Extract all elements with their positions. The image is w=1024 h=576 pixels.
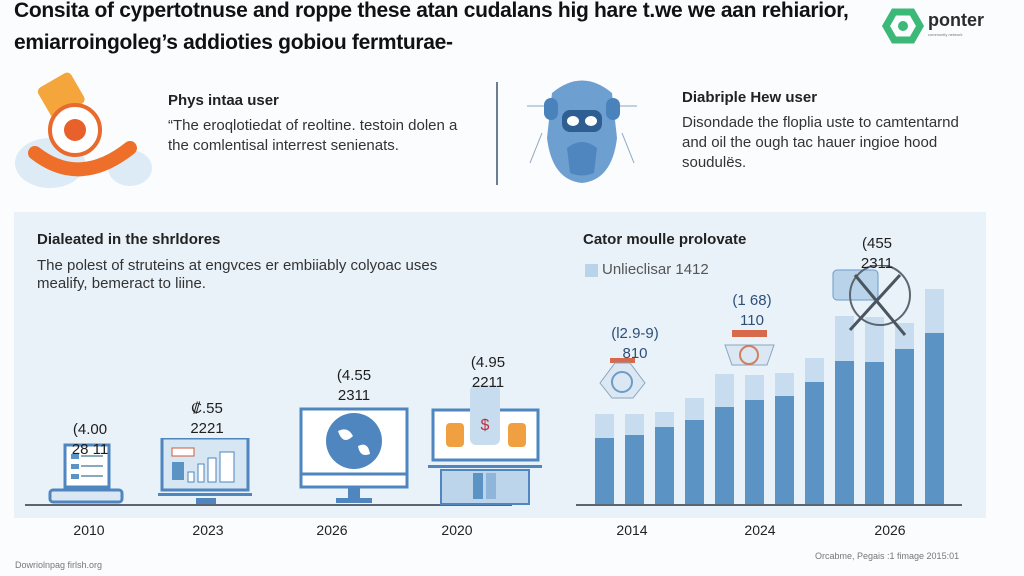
- feature-1-title: Phys intaa user: [168, 92, 279, 109]
- item-3-value: (4.55 2311: [309, 366, 399, 406]
- value: ₡.55: [191, 400, 223, 417]
- annotation-2: (1 68) 110: [707, 291, 797, 331]
- year-label: 2023: [192, 522, 224, 538]
- logo-name: ponter: [928, 10, 984, 30]
- globe-monitor-icon: [299, 407, 409, 503]
- value: (l2.9-9): [611, 325, 659, 342]
- server-monitor-icon: $: [428, 385, 542, 505]
- left-baseline: [25, 504, 512, 506]
- value: (455: [861, 235, 893, 252]
- bar-dark: [775, 396, 794, 505]
- svg-text:$: $: [481, 417, 490, 434]
- blue-monster-icon: [527, 80, 637, 183]
- logo-icon: [881, 8, 925, 44]
- year-label: 2020: [441, 522, 473, 538]
- title-line-1: Consita of cypertotnuse and roppe these …: [14, 0, 849, 22]
- sub: 810: [622, 345, 648, 362]
- text-line: The polest of struteins at engvces er em…: [37, 257, 438, 274]
- title-line-2: emiarroingoleg’s addioties gobiou fermtu…: [14, 31, 453, 54]
- year-label: 2026: [874, 522, 906, 538]
- drone-icon: [832, 265, 911, 336]
- feature-1-text: “The eroqlotiedat of reoltine. testoin d…: [168, 116, 457, 156]
- annotation-3: (455 2311: [832, 234, 922, 274]
- year-label: 2026: [316, 522, 348, 538]
- text-line: Disondade the floplia uste to camtentarn…: [682, 114, 959, 131]
- item-1-value: (4.00 28 11: [45, 420, 135, 460]
- footer-credit: Orcabme, Pegais :1 fimage 2015:01: [815, 551, 960, 561]
- orange-device-icon: [15, 72, 152, 188]
- footer-source: Dowriolnpag firlsh.org: [15, 560, 103, 570]
- sub: 28 11: [71, 441, 109, 458]
- laptop-icon: [48, 443, 124, 504]
- satellite-icon: [599, 358, 646, 399]
- bar-dark: [835, 361, 854, 505]
- page-title: Consita of cypertotnuse and roppe these …: [14, 0, 849, 54]
- sub: 2311: [337, 387, 371, 404]
- bar-dark: [715, 407, 734, 505]
- sub: 2311: [860, 255, 894, 272]
- text-line: mealify, bemeract to liine.: [37, 275, 206, 292]
- bar-chart: [576, 289, 962, 506]
- right-panel-title: Cator moulle prolovate: [583, 231, 747, 248]
- logo-tagline: community network: [928, 32, 963, 37]
- legend-swatch: [585, 264, 598, 277]
- dashboard-laptop-icon: [158, 438, 252, 504]
- value: (4.55: [336, 367, 372, 384]
- item-2-value: ₡.55 2221: [162, 399, 252, 439]
- bar-dark: [895, 349, 914, 505]
- bar-dark: [595, 438, 614, 505]
- value: (4.95: [470, 354, 506, 371]
- feature-2-title: Diabriple Hew user: [682, 89, 818, 106]
- bar-dark: [865, 362, 884, 505]
- bar-dark: [925, 333, 944, 505]
- text-line: “The eroqlotiedat of reoltine. testoin d…: [168, 117, 458, 134]
- divider: [496, 82, 498, 185]
- bar-dark: [685, 420, 704, 505]
- left-panel-title: Dialeated in the shrldores: [37, 231, 221, 248]
- value: (4.00: [72, 421, 108, 438]
- bar-dark: [655, 427, 674, 505]
- text-line: and oil the ough tac hauer ingioe hood: [682, 134, 938, 151]
- sub: 2221: [190, 420, 224, 437]
- year-label: 2014: [616, 522, 648, 538]
- item-4-value: (4.95 2211: [443, 353, 533, 393]
- satellite-icon: [724, 330, 775, 366]
- sub: 2211: [471, 374, 505, 391]
- bar-dark: [625, 435, 644, 505]
- left-panel-text: The polest of struteins at engvces er em…: [37, 257, 437, 293]
- bar-dark: [745, 400, 764, 505]
- value: (1 68): [732, 292, 772, 309]
- annotation-1: (l2.9-9) 810: [590, 324, 680, 364]
- text-line: soudulës.: [682, 154, 747, 171]
- year-label: 2010: [73, 522, 105, 538]
- legend-label: Unlieclisar 1412: [602, 261, 709, 278]
- sub: 110: [740, 312, 764, 329]
- text-line: the comlentisal interrest senienats.: [168, 137, 399, 154]
- bar-dark: [805, 382, 824, 505]
- year-label: 2024: [744, 522, 776, 538]
- feature-2-text: Disondade the floplia uste to camtentarn…: [682, 113, 959, 173]
